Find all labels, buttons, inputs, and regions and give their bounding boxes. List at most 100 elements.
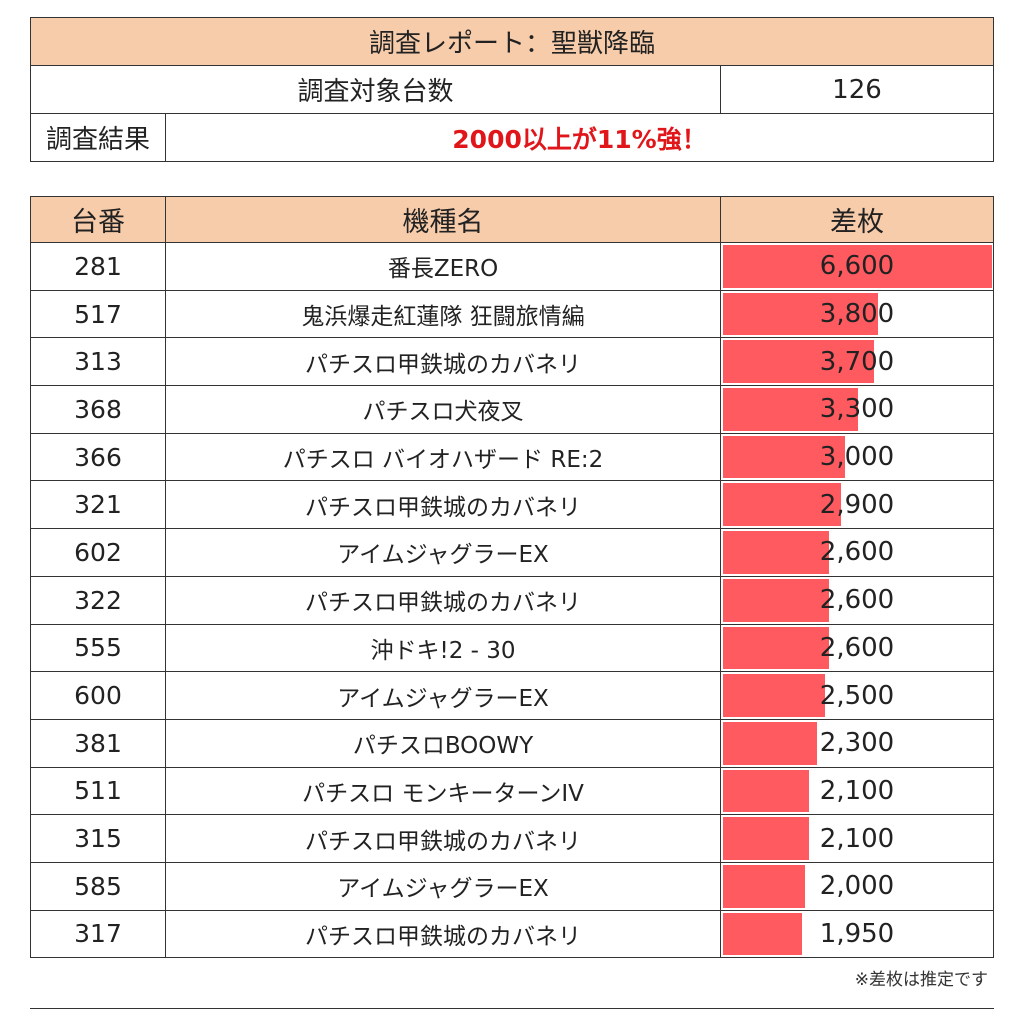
bottom-divider xyxy=(30,1008,994,1009)
machine-number: 313 xyxy=(30,337,166,387)
difference-value: 2,100 xyxy=(819,775,895,806)
difference-value: 3,800 xyxy=(819,299,895,330)
difference-value: 2,600 xyxy=(819,537,895,568)
table-row: 368 パチスロ犬夜叉 3,300 xyxy=(30,385,994,434)
table-body: 281 番長ZERO 6,600 517 鬼浜爆走紅蓮隊 狂闘旅情編 3,800 313 パチ… xyxy=(30,242,994,959)
difference-cell: 2,100 xyxy=(720,814,994,863)
machine-name: パチスロBOOWY xyxy=(165,718,721,768)
difference-value: 2,000 xyxy=(819,871,895,902)
difference-cell: 3,300 xyxy=(720,385,994,434)
machine-name: パチスロ甲鉄城のカバネリ xyxy=(165,575,721,625)
machine-number: 317 xyxy=(30,909,166,959)
difference-cell: 3,700 xyxy=(720,337,994,387)
difference-value: 2,600 xyxy=(819,585,895,616)
difference-bar xyxy=(723,245,992,288)
machine-name: パチスロ バイオハザード RE:2 xyxy=(165,432,721,482)
machine-number: 368 xyxy=(30,385,166,434)
summary-count-row: 調査対象台数 126 xyxy=(30,65,994,114)
difference-cell: 1,950 xyxy=(720,909,994,959)
header-machine-name: 機種名 xyxy=(165,196,721,243)
difference-cell: 2,600 xyxy=(720,623,994,673)
difference-value: 3,000 xyxy=(819,442,895,473)
machine-number: 585 xyxy=(30,861,166,911)
table-header-row: 台番 機種名 差枚 xyxy=(30,196,994,243)
table-row: 366 パチスロ バイオハザード RE:2 3,000 xyxy=(30,432,994,482)
table-row: 381 パチスロBOOWY 2,300 xyxy=(30,718,994,768)
table-row: 281 番長ZERO 6,600 xyxy=(30,242,994,291)
difference-bar xyxy=(723,435,845,479)
machine-name: パチスロ甲鉄城のカバネリ xyxy=(165,337,721,387)
machine-number: 322 xyxy=(30,575,166,625)
difference-value: 3,300 xyxy=(819,394,895,425)
table-row: 585 アイムジャグラーEX 2,000 xyxy=(30,861,994,911)
summary-table: 調査レポート：聖獣降臨 調査対象台数 126 調査結果 2000以上が11%強！ xyxy=(30,17,994,162)
difference-bar xyxy=(723,531,829,574)
difference-cell: 2,300 xyxy=(720,718,994,768)
difference-bar xyxy=(723,864,805,908)
table-row: 313 パチスロ甲鉄城のカバネリ 3,700 xyxy=(30,337,994,387)
table-row: 321 パチスロ甲鉄城のカバネリ 2,900 xyxy=(30,480,994,530)
table-row: 602 アイムジャグラーEX 2,600 xyxy=(30,528,994,577)
difference-bar xyxy=(723,674,825,717)
difference-value: 1,950 xyxy=(819,918,895,949)
difference-bar xyxy=(723,626,829,670)
difference-bar xyxy=(723,721,817,765)
difference-cell: 2,600 xyxy=(720,575,994,625)
difference-bar xyxy=(723,578,829,622)
machine-name: アイムジャグラーEX xyxy=(165,861,721,911)
footnote: ※差枚は推定です xyxy=(854,970,988,990)
difference-value: 3,700 xyxy=(819,346,895,377)
difference-bar xyxy=(723,769,809,813)
difference-cell: 2,500 xyxy=(720,671,994,720)
difference-bar xyxy=(723,388,858,431)
header-machine-number: 台番 xyxy=(30,196,166,243)
difference-bar xyxy=(723,817,809,860)
difference-cell: 2,900 xyxy=(720,480,994,530)
summary-title-row: 調査レポート：聖獣降臨 xyxy=(30,17,994,66)
difference-cell: 3,800 xyxy=(720,289,994,339)
difference-cell: 2,600 xyxy=(720,528,994,577)
machine-number: 517 xyxy=(30,289,166,339)
machine-name: パチスロ犬夜叉 xyxy=(165,385,721,434)
machine-number: 321 xyxy=(30,480,166,530)
machine-name: パチスロ甲鉄城のカバネリ xyxy=(165,814,721,863)
machine-number: 381 xyxy=(30,718,166,768)
table-row: 315 パチスロ甲鉄城のカバネリ 2,100 xyxy=(30,814,994,863)
machine-number: 281 xyxy=(30,242,166,291)
difference-bar xyxy=(723,483,841,527)
machine-name: アイムジャグラーEX xyxy=(165,528,721,577)
machine-number: 315 xyxy=(30,814,166,863)
difference-value: 2,900 xyxy=(819,489,895,520)
results-table: 台番 機種名 差枚 281 番長ZERO 6,600 517 鬼浜爆走紅蓮隊 狂闘旅情編… xyxy=(30,196,994,959)
difference-value: 6,600 xyxy=(819,251,895,282)
difference-cell: 3,000 xyxy=(720,432,994,482)
header-difference: 差枚 xyxy=(720,196,994,243)
table-row: 322 パチスロ甲鉄城のカバネリ 2,600 xyxy=(30,575,994,625)
machine-number: 600 xyxy=(30,671,166,720)
difference-cell: 2,100 xyxy=(720,766,994,816)
difference-bar xyxy=(723,912,802,956)
machine-name: 番長ZERO xyxy=(165,242,721,291)
summary-result-row: 調査結果 2000以上が11%強！ xyxy=(30,113,994,162)
machine-number: 366 xyxy=(30,432,166,482)
table-row: 600 アイムジャグラーEX 2,500 xyxy=(30,671,994,720)
result-text: 2000以上が11%強！ xyxy=(165,113,994,162)
count-value: 126 xyxy=(720,65,994,114)
machine-name: パチスロ モンキーターンIV xyxy=(165,766,721,816)
machine-number: 511 xyxy=(30,766,166,816)
machine-name: 鬼浜爆走紅蓮隊 狂闘旅情編 xyxy=(165,289,721,339)
table-row: 511 パチスロ モンキーターンIV 2,100 xyxy=(30,766,994,816)
count-label: 調査対象台数 xyxy=(30,65,721,114)
report-title: 調査レポート：聖獣降臨 xyxy=(30,17,994,66)
difference-bar xyxy=(723,292,878,336)
machine-number: 555 xyxy=(30,623,166,673)
difference-cell: 6,600 xyxy=(720,242,994,291)
difference-value: 2,600 xyxy=(819,632,895,663)
machine-name: パチスロ甲鉄城のカバネリ xyxy=(165,909,721,959)
difference-value: 2,500 xyxy=(819,680,895,711)
table-row: 517 鬼浜爆走紅蓮隊 狂闘旅情編 3,800 xyxy=(30,289,994,339)
machine-number: 602 xyxy=(30,528,166,577)
table-row: 317 パチスロ甲鉄城のカバネリ 1,950 xyxy=(30,909,994,959)
result-label: 調査結果 xyxy=(30,113,166,162)
difference-cell: 2,000 xyxy=(720,861,994,911)
